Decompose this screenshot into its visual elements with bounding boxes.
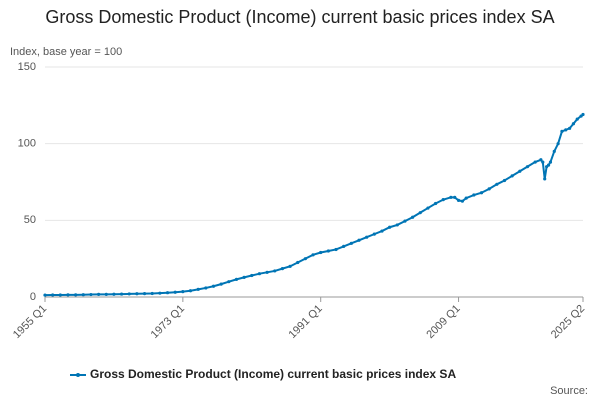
data-point xyxy=(479,191,484,195)
data-point xyxy=(127,292,131,296)
data-point xyxy=(388,225,392,229)
data-point xyxy=(196,287,200,291)
data-point xyxy=(219,282,223,286)
data-point xyxy=(349,241,353,245)
y-tick-label: 50 xyxy=(24,214,36,226)
y-tick-label: 150 xyxy=(18,61,36,73)
data-point xyxy=(135,292,139,296)
data-point xyxy=(456,198,461,202)
data-point xyxy=(449,195,453,199)
data-point xyxy=(411,215,415,219)
y-tick-label: 100 xyxy=(18,138,36,150)
data-point xyxy=(66,293,70,297)
data-point xyxy=(104,292,108,296)
data-point xyxy=(556,142,560,146)
data-point xyxy=(303,257,307,261)
data-point xyxy=(150,291,154,296)
data-point xyxy=(560,129,564,133)
data-point xyxy=(288,264,292,268)
data-point xyxy=(380,229,384,233)
data-point xyxy=(211,284,216,288)
data-point xyxy=(395,223,399,227)
data-point xyxy=(541,160,545,164)
data-point xyxy=(418,211,422,215)
x-tick-label: 2009 Q1 xyxy=(424,303,462,341)
data-point xyxy=(74,293,78,297)
data-point xyxy=(372,232,376,236)
x-tick-label: 1973 Q1 xyxy=(149,303,187,341)
data-point xyxy=(158,291,162,295)
data-point xyxy=(533,160,537,164)
data-point xyxy=(257,272,262,276)
data-point xyxy=(311,253,315,257)
data-point xyxy=(58,293,62,297)
data-point xyxy=(525,165,530,169)
data-point xyxy=(326,249,330,253)
data-point xyxy=(487,187,491,191)
data-point xyxy=(571,122,576,126)
data-point xyxy=(567,126,572,130)
y-axis-label: Index, base year = 100 xyxy=(10,46,122,58)
data-point xyxy=(181,290,185,294)
data-line xyxy=(44,113,584,297)
data-point xyxy=(173,290,177,294)
data-point xyxy=(296,260,300,265)
data-point xyxy=(89,292,93,297)
data-point xyxy=(234,277,239,281)
data-point xyxy=(502,178,507,183)
data-point xyxy=(510,174,514,178)
data-point xyxy=(119,292,124,296)
data-point xyxy=(518,169,522,173)
data-point xyxy=(464,196,468,200)
data-point xyxy=(441,198,445,202)
y-tick-label: 0 xyxy=(30,291,36,303)
x-tick-label: 2025 Q2 xyxy=(549,303,587,341)
x-tick-label: 1991 Q1 xyxy=(287,303,325,341)
data-point xyxy=(495,182,499,186)
data-point xyxy=(546,163,551,167)
data-point xyxy=(51,293,55,297)
data-point xyxy=(472,193,476,197)
data-point xyxy=(188,289,193,293)
data-point xyxy=(548,160,553,164)
legend-label: Gross Domestic Product (Income) current … xyxy=(90,367,456,381)
chart-title: Gross Domestic Product (Income) current … xyxy=(45,7,555,27)
data-point xyxy=(265,270,269,274)
data-point xyxy=(112,292,116,296)
data-point xyxy=(453,195,457,199)
legend-marker xyxy=(76,373,80,377)
data-point xyxy=(97,292,101,296)
data-point xyxy=(280,267,285,271)
data-point xyxy=(433,201,438,206)
data-point xyxy=(426,206,430,210)
data-point xyxy=(539,158,543,162)
data-point xyxy=(81,293,85,297)
data-point xyxy=(334,247,338,252)
data-point xyxy=(142,292,147,296)
data-point xyxy=(365,235,369,239)
data-point xyxy=(543,177,547,181)
source: Source: xyxy=(550,385,588,397)
data-point xyxy=(357,238,361,242)
data-point xyxy=(273,269,277,273)
data-point xyxy=(342,244,346,248)
data-point xyxy=(575,117,579,121)
data-point xyxy=(564,128,568,132)
data-point xyxy=(250,273,254,278)
data-point xyxy=(165,291,170,295)
data-point xyxy=(242,275,246,279)
data-point xyxy=(460,199,464,203)
data-point xyxy=(319,250,323,255)
data-point xyxy=(43,293,47,297)
data-point xyxy=(552,149,556,153)
x-tick-label: 1955 Q1 xyxy=(11,303,49,341)
data-point xyxy=(227,280,231,284)
data-point xyxy=(204,286,208,290)
data-point xyxy=(403,219,407,223)
data-point xyxy=(581,112,585,117)
